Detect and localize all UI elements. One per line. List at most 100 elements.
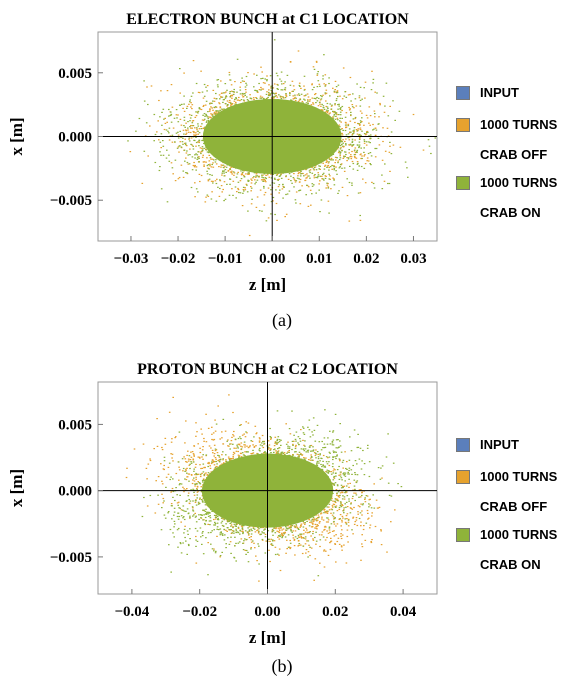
point [351,150,353,153]
point [177,178,180,180]
point [232,171,235,173]
point [367,160,370,162]
point [305,194,307,196]
point [170,111,172,113]
point [256,90,259,92]
point [233,174,235,176]
point [204,115,206,117]
point [240,173,243,175]
point [324,74,327,76]
point [329,178,331,180]
point [293,97,296,100]
point [239,100,241,102]
point [212,109,214,111]
point [202,127,205,130]
point [306,184,308,186]
point [185,157,187,159]
point [273,182,276,184]
point [313,175,315,177]
point [153,140,155,142]
point [325,105,328,108]
point [374,127,377,129]
point [217,110,219,112]
point [350,111,352,113]
point [156,131,158,133]
point [260,78,262,80]
point [296,177,299,179]
point [283,186,285,188]
point [209,109,211,111]
point [244,187,246,189]
point [232,180,235,182]
point [341,117,343,119]
point [265,98,268,100]
point [359,136,361,139]
point [298,172,300,174]
point [183,110,186,112]
point [182,170,185,172]
point [330,159,332,161]
point [323,108,326,110]
point [319,211,321,213]
point [230,102,232,104]
point [256,179,259,181]
point [180,124,183,126]
point [250,190,252,192]
point [198,173,201,175]
point [268,84,270,86]
point [230,104,232,106]
point [179,92,181,94]
point [294,181,297,183]
point [354,151,357,154]
point [322,172,325,174]
point [370,155,373,157]
point [205,161,207,163]
point [341,132,343,134]
point [193,165,196,167]
point [243,99,245,101]
point [319,99,322,101]
point [328,169,330,171]
point [272,200,274,202]
point [196,128,198,130]
point [263,180,265,182]
point [159,151,161,153]
point [348,136,351,139]
point [312,168,315,170]
point [197,91,200,93]
point [368,122,370,124]
point [344,140,346,143]
point [318,189,320,191]
point [364,134,367,136]
point [203,164,205,166]
point [287,178,290,180]
point [205,114,208,117]
point [340,140,343,142]
point [237,171,239,173]
point [189,131,192,134]
point [357,192,360,194]
point [332,110,334,112]
point [347,125,350,127]
point [330,105,333,107]
point [280,173,282,175]
point [349,131,351,133]
point [262,174,264,176]
point [335,166,337,168]
point [236,191,238,193]
point [235,103,237,105]
point [266,80,268,82]
point [218,94,221,96]
point [282,197,284,199]
point [335,159,337,161]
point [235,98,238,100]
point [337,162,339,164]
point [361,157,363,160]
point [297,50,300,52]
point [185,129,187,131]
point [162,154,165,156]
point [312,66,315,68]
point [234,186,237,188]
point [183,103,185,105]
point [285,95,288,97]
